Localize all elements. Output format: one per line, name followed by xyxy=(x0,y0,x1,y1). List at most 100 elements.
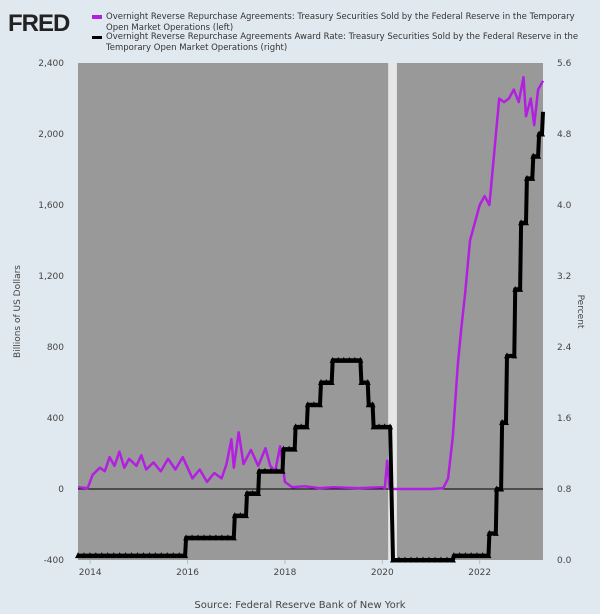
legend-swatch-purple xyxy=(92,15,102,19)
y-tick-left: 1,200 xyxy=(38,272,64,282)
source-note: Source: Federal Reserve Bank of New York xyxy=(194,600,406,611)
rate-marker xyxy=(364,379,371,385)
rate-marker xyxy=(369,401,376,408)
rate-marker xyxy=(390,556,397,563)
rate-marker xyxy=(158,552,165,559)
rate-marker xyxy=(493,485,500,492)
rate-marker xyxy=(473,552,480,559)
legend-item-rrp[interactable]: Overnight Reverse Repurchase Agreements:… xyxy=(92,12,586,34)
legend-label: Overnight Reverse Repurchase Agreements:… xyxy=(106,12,575,33)
rate-marker xyxy=(298,423,305,430)
rate-marker xyxy=(449,556,456,563)
rate-marker xyxy=(212,534,219,541)
rate-marker xyxy=(224,534,231,541)
rate-marker xyxy=(396,556,403,563)
rate-marker xyxy=(92,552,99,559)
y-tick-left: 0 xyxy=(58,485,64,495)
y-axis-label-right: Percent xyxy=(575,295,585,329)
rate-marker xyxy=(249,489,256,496)
rate-marker xyxy=(170,552,177,559)
rate-marker xyxy=(200,534,207,541)
rate-marker xyxy=(492,529,499,536)
rate-marker xyxy=(267,467,274,474)
rate-marker xyxy=(183,534,190,541)
rate-marker xyxy=(206,534,213,541)
rate-marker xyxy=(486,529,493,536)
rate-marker xyxy=(511,352,518,359)
rate-marker xyxy=(80,552,87,559)
y-tick-left: 400 xyxy=(47,414,64,424)
y-tick-right: 5.6 xyxy=(557,59,572,69)
rate-marker xyxy=(237,512,244,519)
legend-label: Overnight Reverse Repurchase Agreements … xyxy=(106,32,579,53)
rate-marker xyxy=(402,556,409,563)
rate-marker xyxy=(523,174,530,181)
rate-marker xyxy=(456,552,463,559)
legend-item-rate[interactable]: Overnight Reverse Repurchase Agreements … xyxy=(92,32,586,54)
y-tick-left: 800 xyxy=(47,343,64,353)
rate-marker xyxy=(351,356,358,363)
rate-marker xyxy=(485,552,492,559)
rate-marker xyxy=(529,174,536,181)
rate-marker xyxy=(443,556,450,563)
rate-marker xyxy=(242,512,249,519)
rate-marker xyxy=(122,552,129,559)
y-axis-label-left: Billions of US Dollars xyxy=(13,265,23,358)
rate-marker xyxy=(195,534,202,541)
rate-marker xyxy=(152,552,159,559)
rate-marker xyxy=(291,445,298,452)
rate-marker xyxy=(370,423,377,430)
rate-marker xyxy=(256,467,263,474)
rate-marker xyxy=(128,552,135,559)
rate-marker xyxy=(357,356,364,363)
rate-marker xyxy=(419,556,426,563)
rate-marker xyxy=(255,489,262,496)
rate-marker xyxy=(86,552,93,559)
rate-marker xyxy=(518,219,525,226)
y-tick-right: 1.6 xyxy=(557,414,572,424)
rate-marker xyxy=(317,379,324,385)
rate-marker xyxy=(376,423,383,430)
rate-marker xyxy=(346,356,353,363)
rate-marker xyxy=(280,445,287,452)
y-tick-right: 0.0 xyxy=(557,556,572,566)
rate-marker xyxy=(261,467,268,474)
x-tick: 2020 xyxy=(371,568,394,578)
rate-marker xyxy=(329,356,336,363)
x-tick: 2022 xyxy=(468,568,491,578)
rate-marker xyxy=(535,152,542,159)
rate-marker xyxy=(146,552,153,559)
rate-marker xyxy=(407,556,414,563)
rate-marker xyxy=(499,418,506,425)
rate-marker xyxy=(230,534,237,541)
y-tick-left: -400 xyxy=(44,556,65,566)
y-tick-right: 4.0 xyxy=(557,201,572,211)
rate-marker xyxy=(335,356,342,363)
rate-marker xyxy=(517,285,524,292)
rate-marker xyxy=(468,552,475,559)
rate-marker xyxy=(425,556,432,563)
rate-marker xyxy=(381,423,388,430)
rate-marker xyxy=(512,285,519,292)
y-tick-right: 4.8 xyxy=(557,130,572,140)
rate-marker xyxy=(110,552,117,559)
y-tick-right: 0.8 xyxy=(557,485,572,495)
rate-marker xyxy=(323,379,330,385)
rate-marker xyxy=(304,401,311,408)
rate-marker xyxy=(286,445,293,452)
rate-marker xyxy=(140,552,147,559)
rate-marker xyxy=(303,423,310,430)
y-tick-right: 2.4 xyxy=(557,343,572,353)
rate-marker xyxy=(279,467,286,474)
rate-marker xyxy=(502,418,509,425)
rate-marker xyxy=(340,356,347,363)
rate-marker xyxy=(316,401,323,408)
rate-marker xyxy=(328,379,335,385)
rate-marker xyxy=(413,556,420,563)
rate-marker xyxy=(503,352,510,359)
rate-marker xyxy=(292,423,299,430)
rate-marker xyxy=(498,485,505,492)
rate-marker xyxy=(116,552,123,559)
